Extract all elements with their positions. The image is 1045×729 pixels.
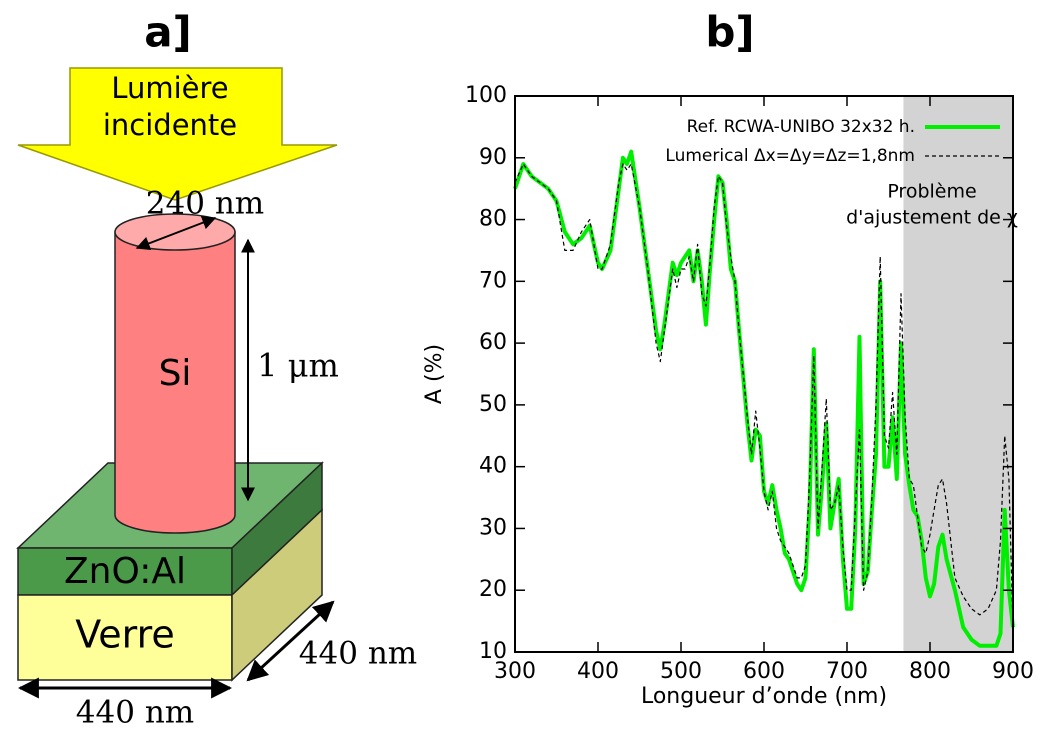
x-tick-label: 500 (660, 659, 702, 684)
layer-label: Verre (75, 613, 175, 657)
y-tick-label: 90 (479, 145, 507, 170)
panel-a: a] Lumière incidente 240 nm Si 1 μm ZnO:… (16, 8, 417, 729)
x-axis-label: Longueur d’onde (nm) (641, 684, 887, 709)
arrow-text: incidente (103, 108, 237, 142)
x-tick-label: 800 (909, 659, 951, 684)
x-tick-label: 300 (494, 659, 536, 684)
series-line (513, 149, 1015, 648)
panel-b: b] Problème d'ajustement de χ 300 400 500 600 7… (422, 8, 1034, 710)
y-tick-label: 80 (479, 207, 507, 232)
dim-label: 1 μm (257, 347, 339, 385)
y-tick-label: 40 (479, 454, 507, 479)
pillar (114, 231, 236, 534)
panel-label: b] (705, 8, 754, 57)
zno-front (17, 547, 233, 596)
dim-label: 440 nm (76, 695, 194, 729)
x-tick-label: 900 (992, 659, 1034, 684)
y-tick-label: 70 (479, 268, 507, 293)
y-tick-label: 100 (465, 83, 507, 108)
y-axis-label: A (%) (422, 344, 447, 404)
pillar-label: Si (159, 353, 192, 394)
x-tick-label: 400 (577, 659, 619, 684)
layer-label: ZnO:Al (64, 551, 186, 592)
y-tick-label: 60 (479, 330, 507, 355)
legend-label: Lumerical Δx=Δy=Δz=1,8nm (665, 146, 915, 166)
shaded-region (903, 96, 1013, 652)
y-tick-label: 20 (479, 577, 507, 602)
y-tick-label: 30 (479, 515, 507, 540)
dim-arrow (246, 600, 335, 682)
light-arrow (17, 67, 338, 201)
x-tick-label: 700 (826, 659, 868, 684)
panel-label: a] (144, 8, 192, 57)
dim-label: 440 nm (299, 636, 417, 672)
y-tick-label: 50 (479, 392, 507, 417)
annotation: d'ajustement de χ (846, 207, 1018, 229)
dim-label: 240 nm (146, 186, 264, 222)
legend-label: Ref. RCWA-UNIBO 32x32 h. (687, 117, 915, 137)
arrow-text: Lumière (111, 71, 228, 105)
dim-arrow (135, 215, 217, 251)
annotation: Problème (887, 181, 976, 203)
y-tick-label: 10 (479, 639, 507, 664)
x-tick-label: 600 (743, 659, 785, 684)
